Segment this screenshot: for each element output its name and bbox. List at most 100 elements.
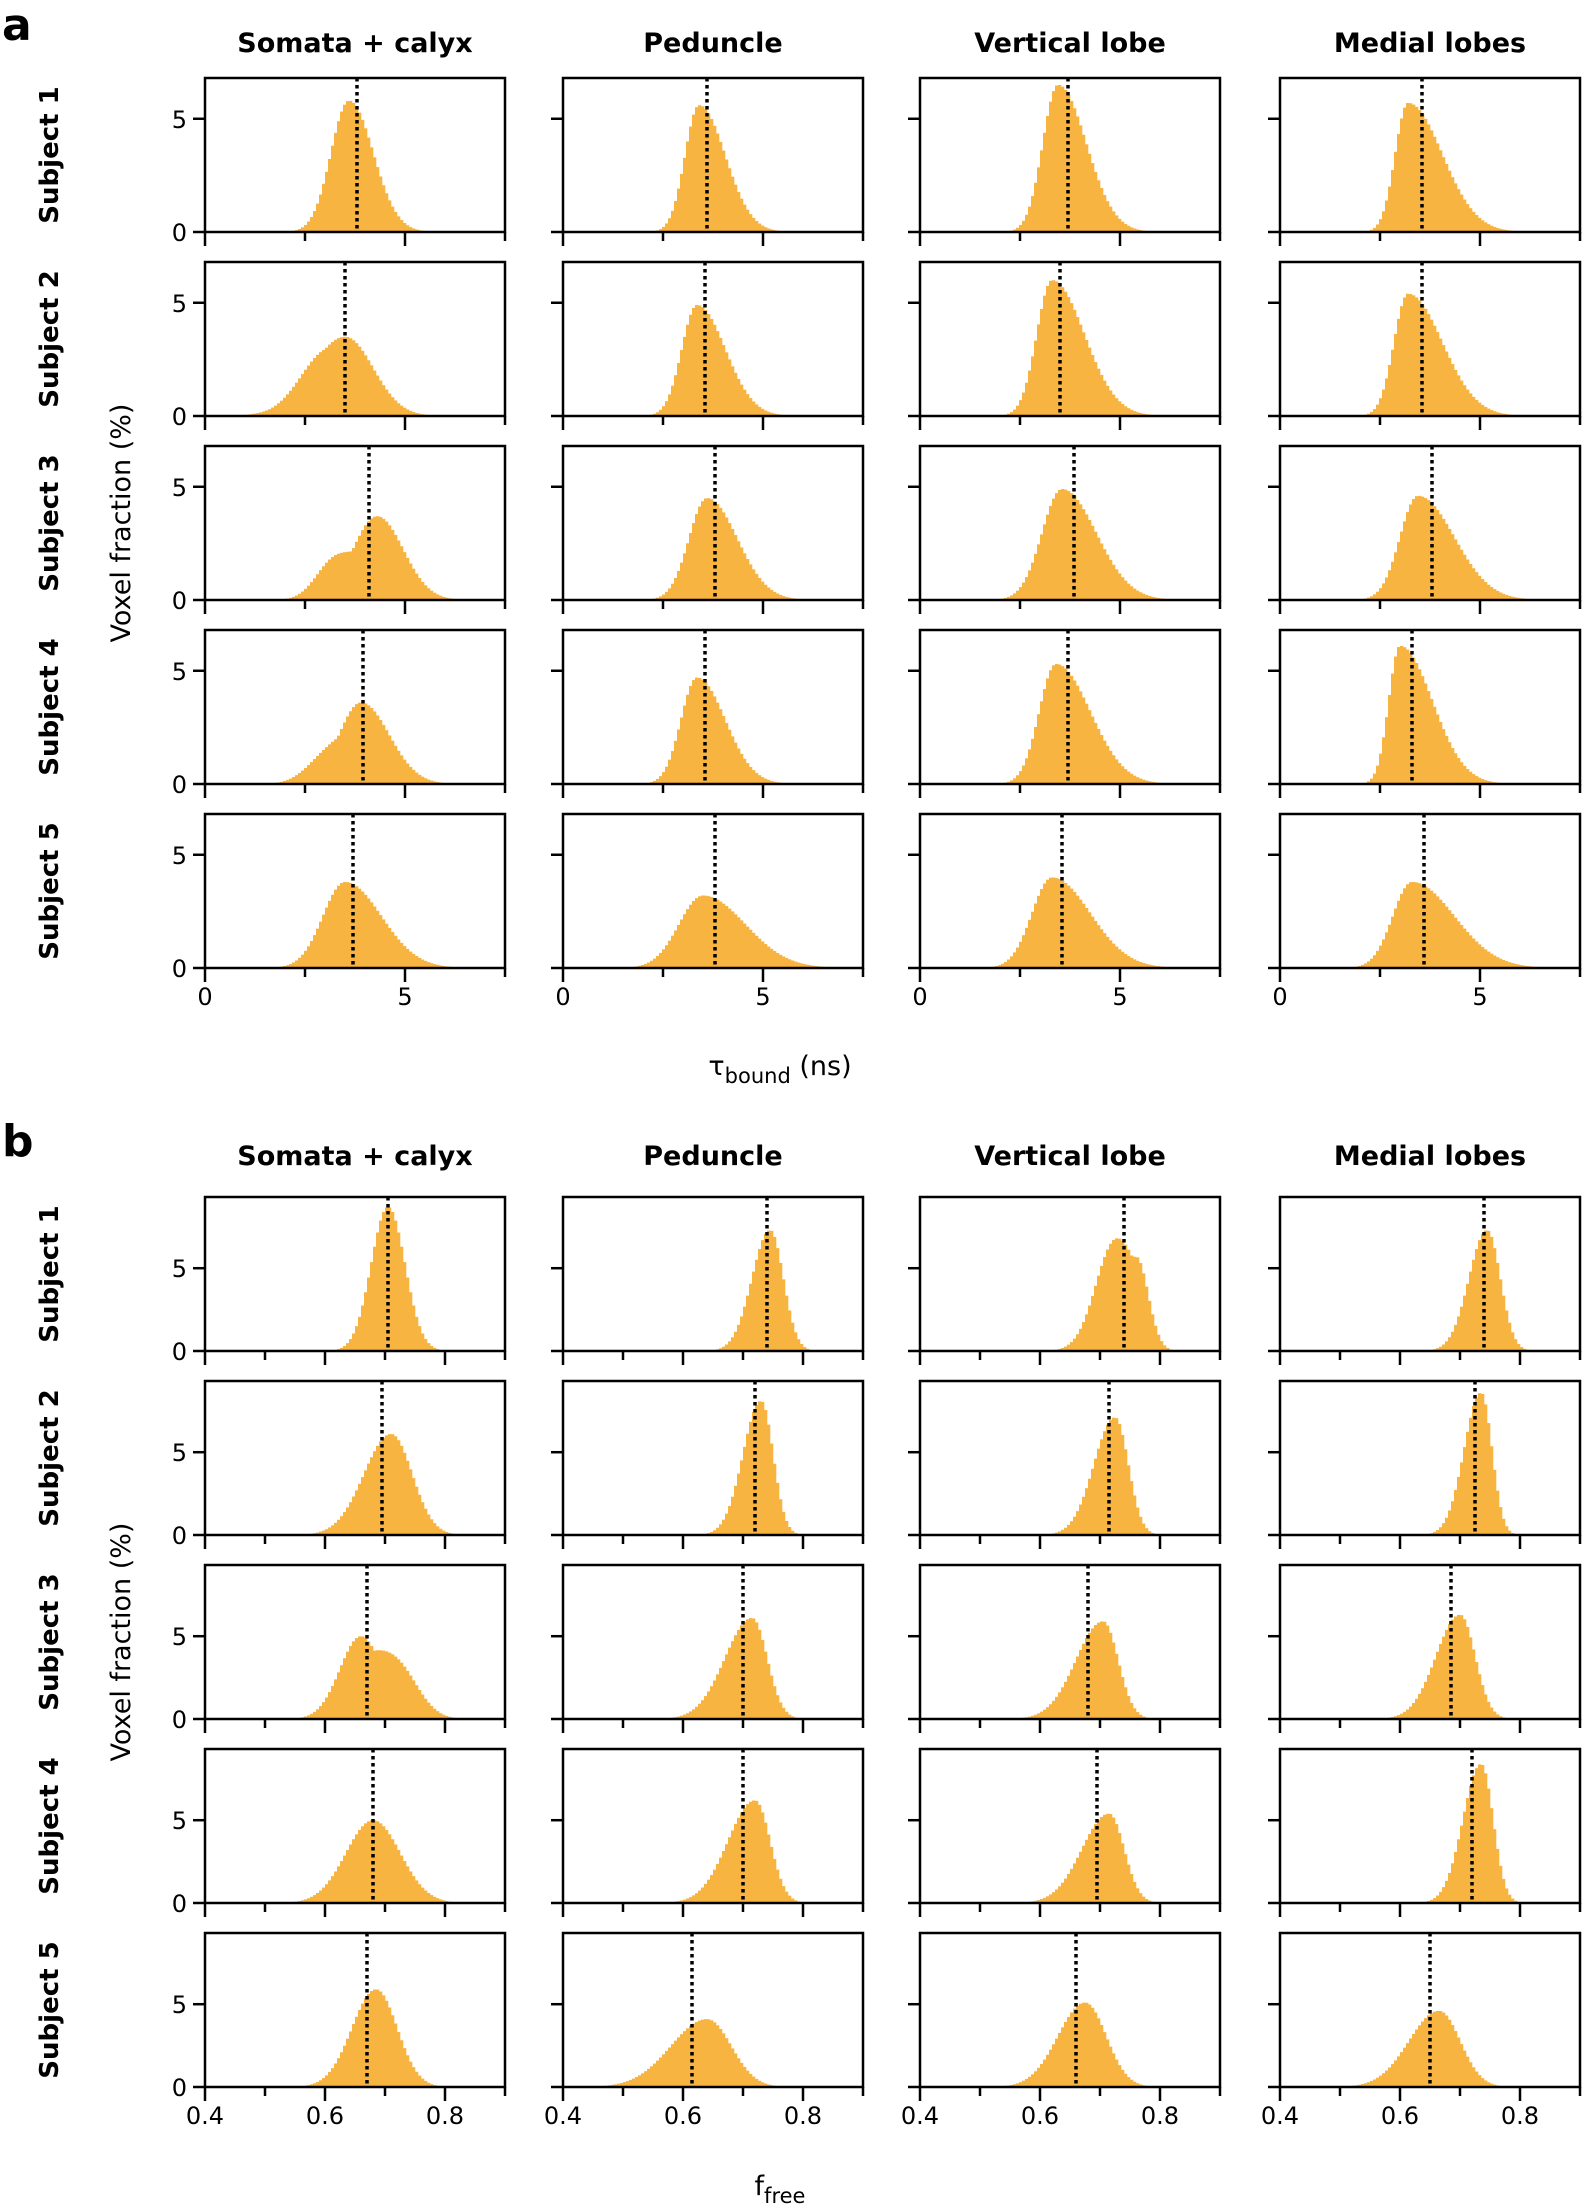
histogram-bar [1049, 505, 1053, 600]
histogram-bar [403, 407, 407, 416]
histogram-bar [707, 1691, 711, 1719]
histogram-bar [662, 2054, 666, 2087]
column-title: Medial lobes [1334, 1141, 1526, 1172]
histogram-bar [1016, 2083, 1020, 2087]
histogram-bar [1499, 228, 1503, 232]
histogram-bar [385, 923, 389, 968]
histogram-bar [1112, 2053, 1116, 2087]
histogram-bar [779, 1878, 783, 1903]
histogram-bar [427, 2082, 431, 2087]
histogram-bar [638, 2075, 642, 2087]
plot-frame [203, 628, 507, 786]
histogram-bar [382, 518, 386, 600]
histogram-bar [710, 1874, 714, 1903]
histogram-bar [313, 935, 317, 968]
histogram-bar [725, 1344, 729, 1351]
histogram-bar [1130, 1255, 1134, 1351]
histogram-bar [677, 924, 681, 968]
histogram-bar [719, 1857, 723, 1903]
histogram-bar [1034, 553, 1038, 600]
histogram-bar [728, 908, 732, 968]
histogram-bar [722, 903, 726, 968]
histogram-bar [388, 393, 392, 416]
histogram-bar [400, 2040, 404, 2087]
histogram-bar [734, 1823, 738, 1903]
histogram-bar [737, 917, 741, 968]
histogram-bar [316, 574, 320, 600]
histogram-bar [734, 1331, 738, 1351]
histogram-bar [1439, 150, 1443, 232]
histogram-bar [373, 516, 377, 600]
histogram-bar [1088, 710, 1092, 784]
histogram-bar [1082, 1643, 1086, 1719]
histogram-bar [379, 516, 383, 600]
histogram-bar [1454, 1852, 1458, 1903]
histogram-bar [1499, 592, 1503, 600]
histogram-bar [1166, 1347, 1170, 1351]
histogram-bar [1109, 559, 1113, 600]
plot-frame [1278, 812, 1582, 970]
histogram-bar [1079, 1504, 1083, 1535]
histogram-bar [1463, 554, 1467, 600]
histogram-bar [385, 521, 389, 600]
histogram-bar [367, 1277, 371, 1351]
histogram-bar [1100, 374, 1104, 416]
histogram-panel [551, 628, 865, 798]
histogram-bar [295, 960, 299, 968]
histogram-bar [1082, 903, 1086, 968]
histogram-bar [713, 1869, 717, 1903]
histogram-bar [1094, 2012, 1098, 2087]
histogram-bar [1511, 963, 1515, 968]
histogram-bar [430, 590, 434, 600]
histogram-bar [1079, 1649, 1083, 1719]
histogram-bar [1472, 1775, 1476, 1903]
histogram-bar [403, 2048, 407, 2087]
histogram-bar [722, 1851, 726, 1903]
histogram-bar [1445, 1341, 1449, 1351]
plot-frame [918, 76, 1222, 234]
histogram-bar [719, 709, 723, 784]
histogram-bar [1136, 1507, 1140, 1535]
row-label: Subject 2 [35, 1389, 65, 1526]
histogram-bar [1037, 2067, 1041, 2087]
histogram-bar [292, 962, 296, 968]
histogram-bar [1058, 1886, 1062, 1903]
histogram-bar [1508, 1894, 1512, 1903]
histogram-bar [1496, 957, 1500, 968]
histogram-bar [761, 1240, 765, 1351]
histogram-bar [340, 1347, 344, 1351]
histogram-bar [415, 956, 419, 968]
histogram-bar [385, 1207, 389, 1351]
histogram-bar [1136, 1712, 1140, 1719]
histogram-bar [734, 1485, 738, 1535]
histogram-bar [1046, 514, 1050, 600]
histogram-bar [391, 529, 395, 600]
histogram-bar [331, 145, 335, 232]
histogram-bar [307, 765, 311, 784]
histogram-bar [1430, 890, 1434, 968]
histogram-bar [1067, 885, 1071, 968]
histogram-bar [1391, 916, 1395, 968]
histogram-bar [1118, 1833, 1122, 1903]
histogram-bar [1400, 531, 1404, 600]
histogram-panel [551, 1379, 865, 1549]
histogram-bar [749, 1421, 753, 1535]
histogram-bar [1043, 295, 1047, 416]
histogram-bar [1418, 300, 1422, 416]
histogram-bar [1469, 564, 1473, 600]
histogram-bar [1373, 409, 1377, 416]
histogram-bar [1052, 877, 1056, 968]
histogram-bar [671, 751, 675, 784]
histogram-bar [698, 1703, 702, 1719]
histogram-bar [1124, 769, 1128, 784]
histogram-bar [1481, 2078, 1485, 2087]
histogram-bar [680, 350, 684, 416]
histogram-bar [1070, 888, 1074, 968]
histogram-bar [1019, 587, 1023, 600]
histogram-bar [737, 748, 741, 784]
histogram-bar [1439, 899, 1443, 968]
histogram-bar [361, 530, 365, 600]
histogram-bar [361, 891, 365, 968]
